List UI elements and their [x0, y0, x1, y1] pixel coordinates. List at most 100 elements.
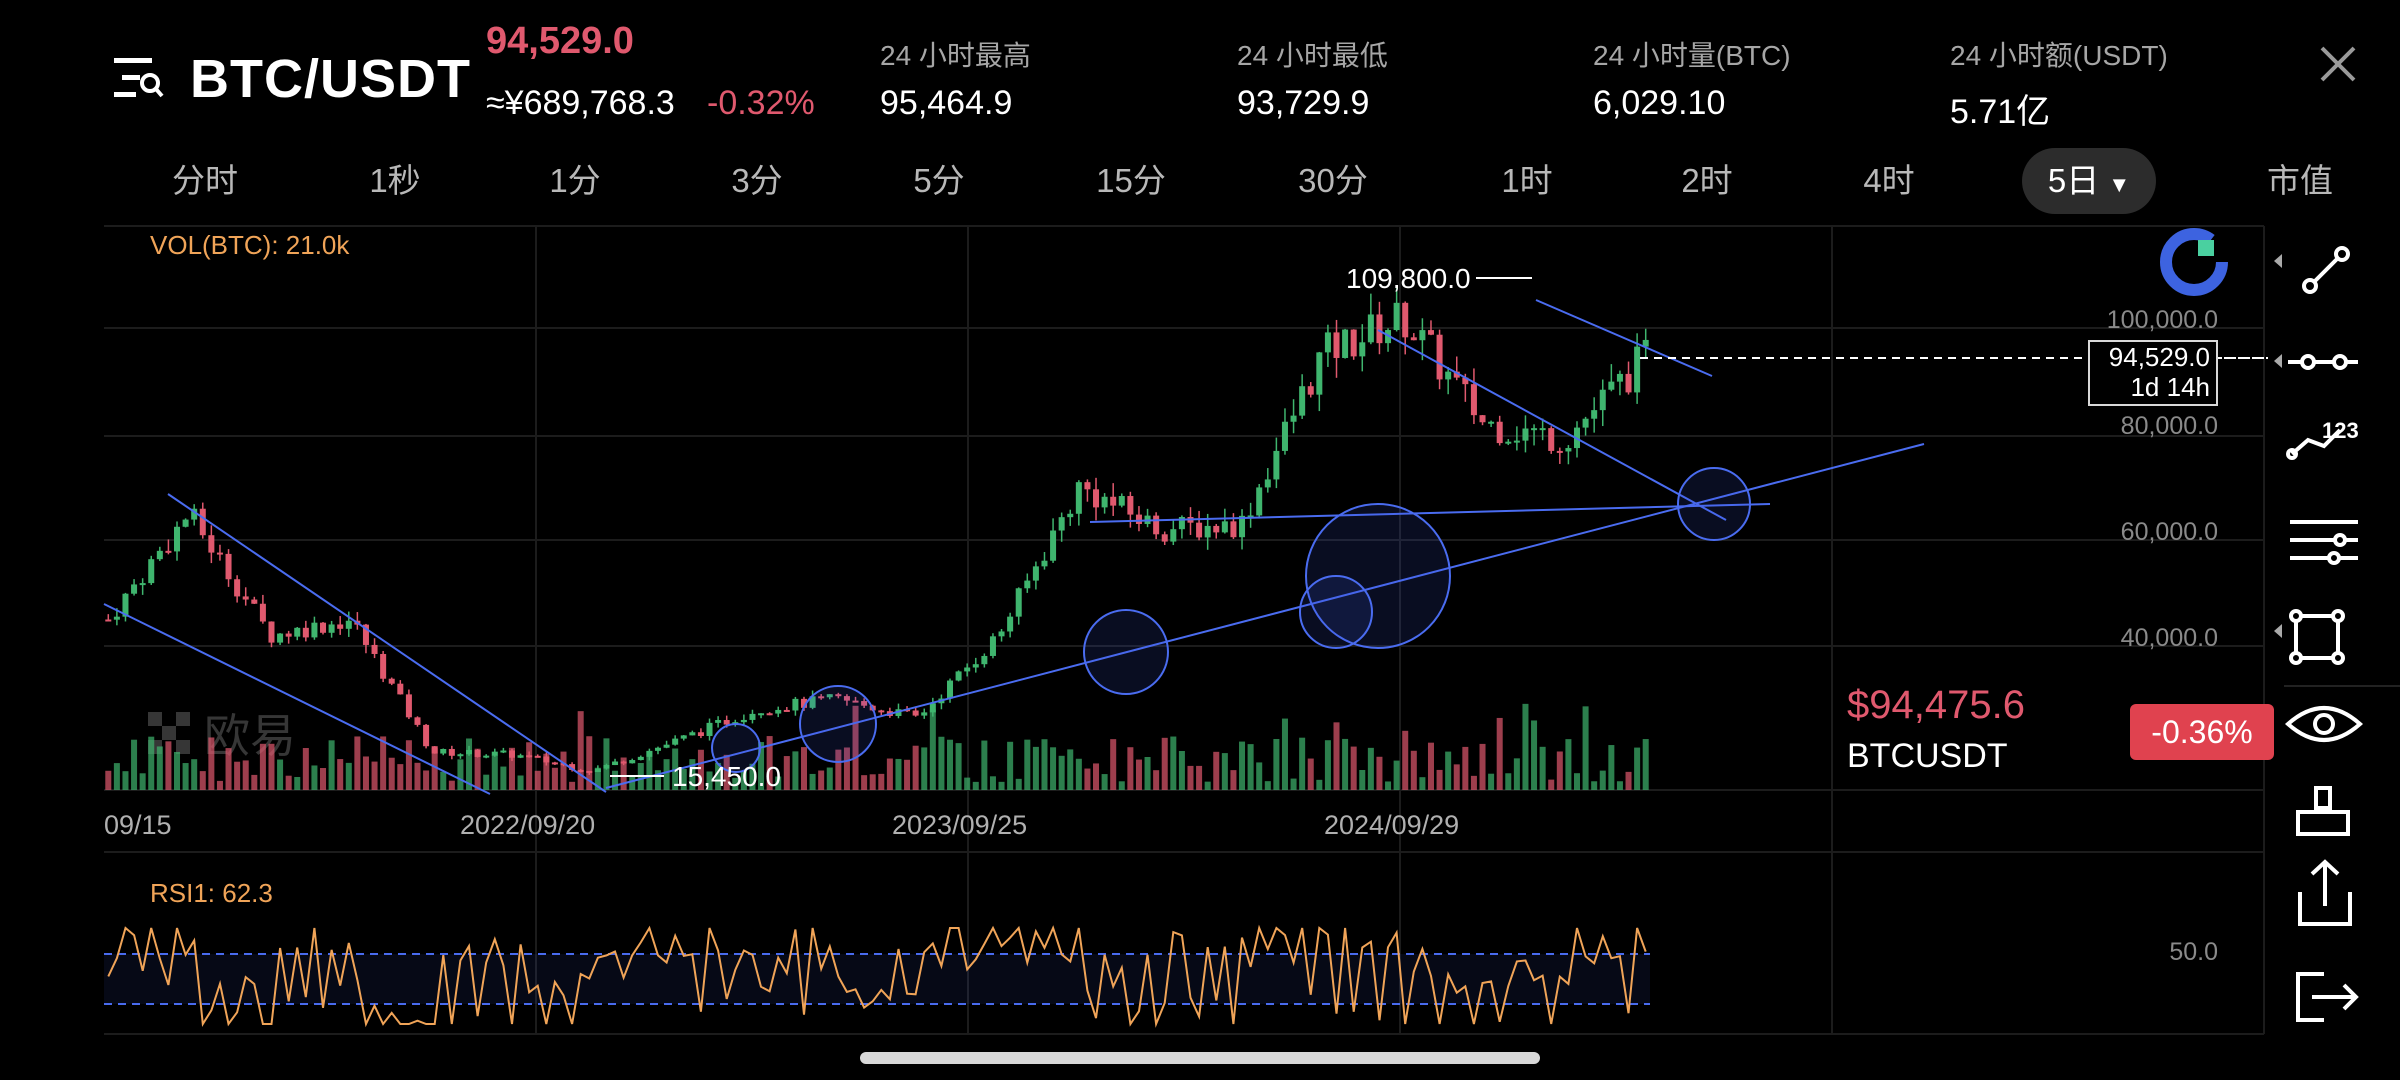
tab-timeframe-5d[interactable]: 5日 ▼ — [2022, 148, 2156, 214]
tab-timeframe-15m[interactable]: 15分 — [1096, 162, 1166, 199]
circle-5 — [1299, 575, 1373, 649]
candle-body — [1290, 415, 1297, 422]
volume-bar — [732, 777, 739, 790]
volume-bar — [311, 765, 318, 790]
tab-timeframe-1m[interactable]: 1分 — [549, 162, 601, 199]
share-button[interactable] — [2302, 874, 2362, 934]
horizontal-line-tool-button[interactable] — [2302, 330, 2362, 390]
volume-bar — [921, 747, 928, 790]
candle-body — [208, 535, 215, 553]
tab-timeframe-1s[interactable]: 1秒 — [369, 162, 421, 199]
exit-fullscreen-button[interactable] — [2302, 964, 2362, 1024]
tab-timeframe-5m[interactable]: 5分 — [913, 162, 965, 199]
trendline-1 — [167, 493, 607, 793]
rectangle-tool-button[interactable] — [2302, 602, 2362, 662]
tab-timeframe-2h[interactable]: 2时 — [1681, 162, 1733, 199]
candle-body — [345, 620, 352, 629]
candle-body — [1539, 428, 1546, 431]
volume-bar — [268, 743, 275, 790]
volume-bar — [1470, 775, 1477, 790]
volume-bar — [1187, 765, 1194, 790]
candle-body — [1281, 421, 1288, 451]
volume-bar — [697, 749, 704, 790]
circle-3 — [1083, 609, 1169, 695]
trendline-tool-button[interactable] — [2302, 246, 2362, 306]
visibility-toggle-button[interactable] — [2302, 694, 2362, 754]
date-axis-0915: 09/15 — [104, 810, 172, 840]
volume-bar — [139, 773, 146, 790]
candle-body — [1350, 329, 1357, 357]
tab-timeframe-fenshi[interactable]: 分时 — [172, 162, 238, 199]
volume-bar — [895, 758, 902, 790]
volume-bar — [689, 759, 696, 790]
volume-bar — [740, 770, 747, 790]
candle-body — [1307, 386, 1314, 395]
candle-body — [809, 696, 816, 708]
volume-bar — [328, 740, 335, 790]
volume-bar — [526, 742, 533, 790]
candle-body — [594, 768, 601, 773]
horizontal-line-tool-icon — [2288, 354, 2358, 370]
candle-body — [1161, 534, 1168, 542]
tab-timeframe-1h[interactable]: 1时 — [1501, 162, 1553, 199]
clear-drawings-button[interactable] — [2302, 786, 2362, 846]
candle-body — [1204, 525, 1211, 538]
volume-bar — [706, 771, 713, 790]
volume-bar — [1367, 747, 1374, 790]
volume-bar — [1204, 781, 1211, 790]
tab-timeframe-4h[interactable]: 4时 — [1863, 162, 1915, 199]
volume-bar — [534, 770, 541, 790]
volume-bar — [1324, 740, 1331, 790]
volume-bar — [946, 739, 954, 790]
volume-bars — [105, 703, 1649, 790]
candle-body — [1453, 371, 1460, 378]
candle-body — [1402, 302, 1409, 338]
volume-bar — [1247, 744, 1254, 790]
pair-title[interactable]: BTC/USDT — [190, 49, 471, 109]
candle-body — [1599, 389, 1606, 411]
settings-tool-button[interactable] — [2302, 510, 2362, 570]
candle-body — [1101, 496, 1108, 508]
volume-bar — [1135, 759, 1142, 790]
candle-body — [766, 713, 773, 716]
candle-body — [302, 627, 309, 638]
candle-body — [783, 709, 790, 712]
tab-market-cap[interactable]: 市值 — [2267, 162, 2333, 199]
low-marker: 15,450.0 — [672, 761, 781, 792]
volume-bar — [1479, 743, 1486, 790]
volume-bar — [199, 771, 206, 790]
volume-bar — [1462, 746, 1469, 790]
volume-bar — [234, 761, 241, 790]
tab-timeframe-3m[interactable]: 3分 — [731, 162, 783, 199]
tab-timeframe-30m[interactable]: 30分 — [1298, 162, 1368, 199]
collapse-arrow-icon — [2274, 254, 2282, 638]
menu-search-icon[interactable] — [112, 56, 164, 100]
volume-bar — [1582, 706, 1589, 790]
candle-body — [1178, 517, 1185, 530]
volume-bar — [886, 758, 893, 790]
volume-bar — [225, 748, 232, 790]
rsi-line — [107, 924, 1647, 1028]
close-icon[interactable] — [2316, 42, 2360, 86]
volume-bar — [835, 749, 842, 790]
numbered-tool-button[interactable] — [2302, 420, 2362, 480]
candle-body — [1050, 530, 1057, 561]
volume-bar — [663, 759, 670, 790]
candle-body — [1625, 373, 1632, 393]
candle-body — [122, 593, 129, 617]
chart-loading-donut-icon — [2160, 228, 2228, 296]
candle-body — [1548, 428, 1555, 451]
volume-bar — [191, 759, 198, 790]
candle-body — [912, 710, 919, 716]
home-indicator[interactable] — [860, 1052, 1540, 1064]
volume-bar — [457, 759, 464, 790]
candle-body — [964, 667, 971, 672]
candle-body — [1067, 513, 1074, 518]
volume-bar — [1273, 738, 1280, 790]
candle-body — [1333, 332, 1340, 358]
candle-body — [466, 749, 473, 755]
volume-bar — [113, 763, 120, 790]
candle-body — [1135, 514, 1142, 524]
candle-body — [534, 755, 541, 758]
